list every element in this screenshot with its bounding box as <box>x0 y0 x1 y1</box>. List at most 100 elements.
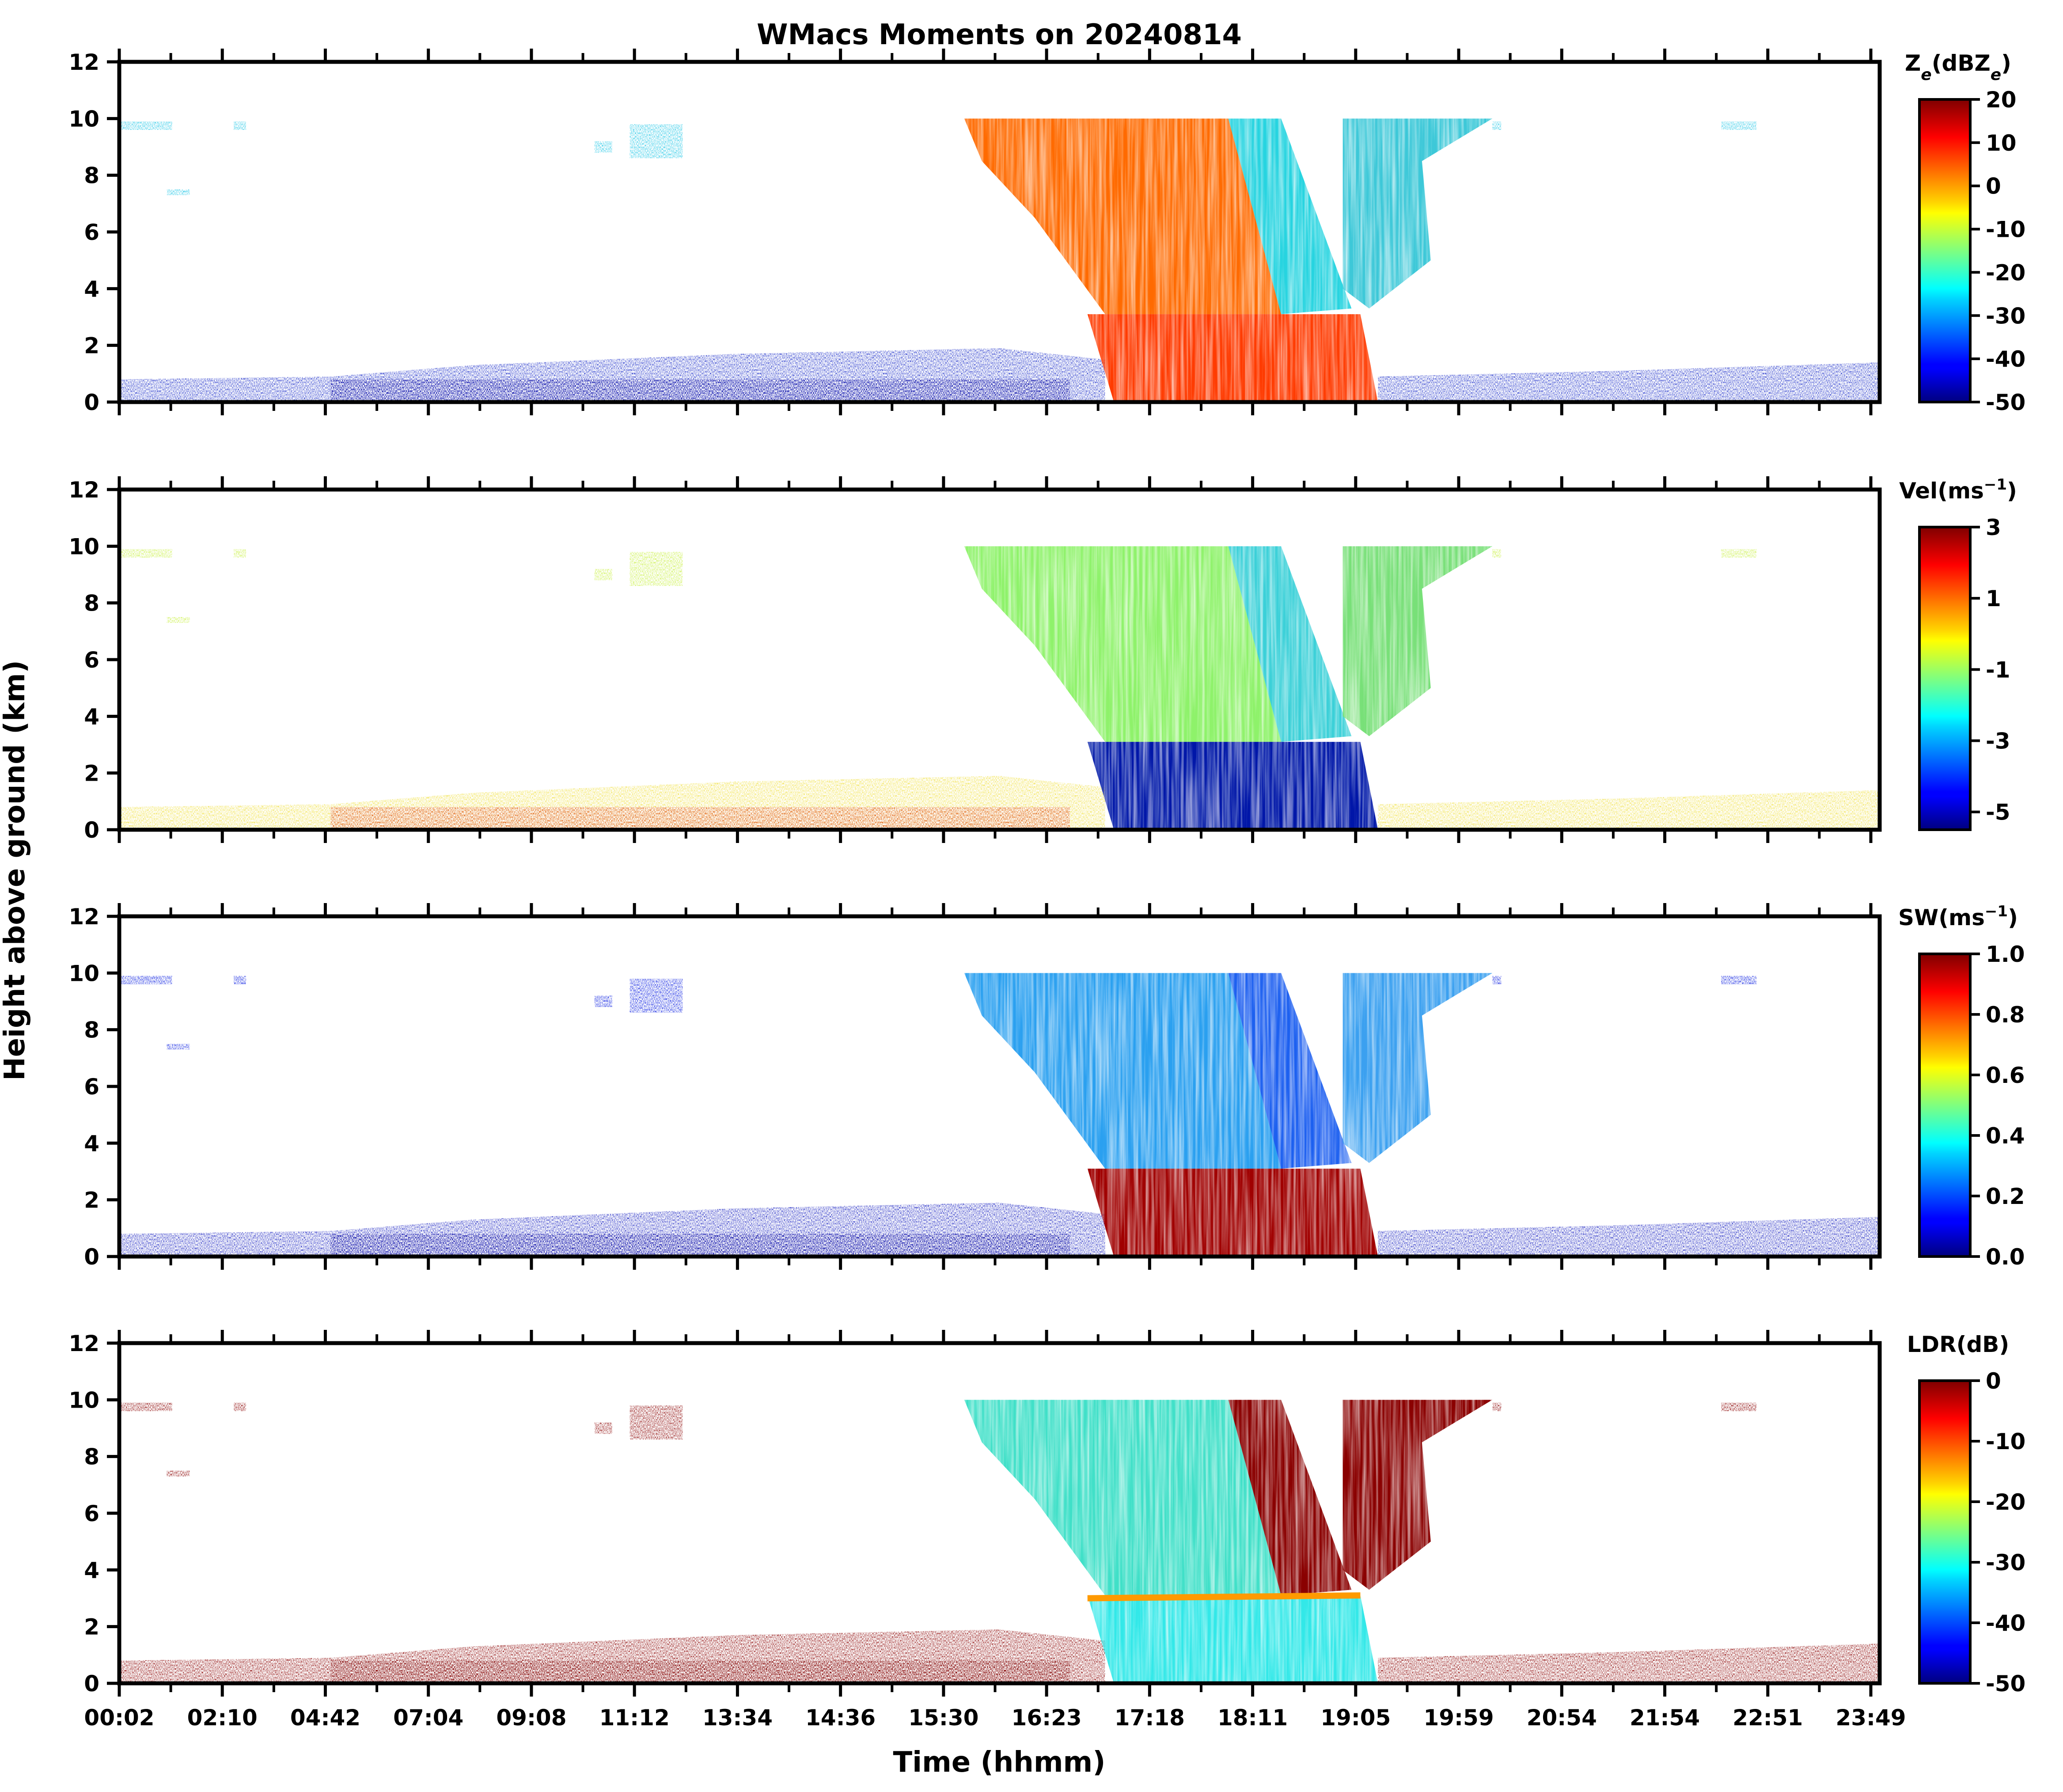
boundary-layer-echo-right <box>1378 362 1880 402</box>
colorbar-tick-label: 0.2 <box>1986 1184 2025 1209</box>
high-cloud-patch <box>594 995 612 1007</box>
y-tick-label: 6 <box>84 1074 99 1100</box>
melting-layer-band <box>1087 1592 1361 1602</box>
colorbar-tick-label: -10 <box>1986 217 2025 243</box>
y-tick-label: 8 <box>84 591 99 616</box>
upper-cloud-core <box>964 118 1282 315</box>
x-tick-label: 19:59 <box>1423 1705 1494 1731</box>
x-tick-label: 04:42 <box>290 1705 360 1731</box>
radar-echo-field <box>119 973 1880 1257</box>
x-tick-label: 17:18 <box>1115 1705 1185 1731</box>
y-tick-label: 8 <box>84 1017 99 1043</box>
high-cloud-patch <box>630 124 683 159</box>
boundary-layer-echo-right <box>1378 1644 1880 1683</box>
high-cloud-patch <box>119 1402 172 1411</box>
high-cloud-patch <box>234 549 246 558</box>
x-tick-label: 07:04 <box>393 1705 463 1731</box>
upper-cloud-fallstreaks <box>1228 1400 1352 1596</box>
y-tick-label: 4 <box>84 1131 99 1156</box>
x-tick-label: 16:23 <box>1012 1705 1082 1731</box>
upper-cloud-fallstreaks <box>1228 546 1352 742</box>
high-cloud-patch <box>234 121 246 130</box>
y-tick-label: 2 <box>84 1188 99 1213</box>
upper-cloud-core <box>964 973 1282 1169</box>
high-cloud-patch <box>594 569 612 581</box>
trailing-anvil <box>1342 1400 1493 1590</box>
upper-cloud-core <box>964 546 1282 742</box>
x-tick-label: 21:54 <box>1630 1705 1700 1731</box>
high-cloud-patch <box>1492 1402 1502 1411</box>
colorbar-label: SW(ms−1) <box>1898 903 2018 930</box>
high-cloud-patch <box>167 189 190 195</box>
x-tick-label: 13:34 <box>702 1705 773 1731</box>
y-tick-label: 10 <box>68 106 99 132</box>
x-tick-label: 09:08 <box>496 1705 566 1731</box>
x-tick-label: 14:36 <box>805 1705 876 1731</box>
boundary-layer-core <box>330 807 1070 830</box>
y-tick-label: 2 <box>84 333 99 359</box>
radar-echo-field <box>119 546 1880 830</box>
colorbar-tick-label: -1 <box>1986 657 2010 683</box>
x-tick-label: 20:54 <box>1527 1705 1597 1731</box>
colorbar <box>1918 953 1972 1258</box>
y-tick-label: 2 <box>84 1614 99 1640</box>
high-cloud-patch <box>1721 121 1757 130</box>
colorbar-tick-label: 20 <box>1986 87 2017 113</box>
high-cloud-patch <box>630 552 683 586</box>
upper-cloud-fallstreaks <box>1228 973 1352 1169</box>
radar-echo-field <box>119 118 1880 402</box>
colorbar-tick-label: 0.8 <box>1986 1002 2025 1028</box>
high-cloud-patch <box>119 976 172 984</box>
upper-cloud-core <box>964 1400 1282 1596</box>
high-cloud-patch <box>167 1470 190 1477</box>
high-cloud-patch <box>594 141 612 153</box>
y-axis-label: Height above ground (km) <box>0 660 31 1081</box>
high-cloud-patch <box>1492 549 1502 558</box>
upper-cloud-fallstreaks <box>1228 118 1352 315</box>
y-tick-label: 6 <box>84 1501 99 1526</box>
y-tick-label: 4 <box>84 704 99 729</box>
colorbar-label: LDR(dB) <box>1907 1332 2009 1357</box>
colorbar-tick-label: 0.6 <box>1986 1063 2025 1088</box>
panels-group: 02468101220100-10-20-30-40-50Ze(dBZe)024… <box>68 49 2025 1731</box>
panel-ldr: 0 2 4 6 8 10 12 00:02 02:10 04:42 07:04 09:08 11:12 1… <box>68 1330 2025 1731</box>
colorbar-tick-label: -10 <box>1986 1429 2025 1454</box>
x-tick-label: 11:12 <box>599 1705 670 1731</box>
high-cloud-patch <box>234 1402 246 1411</box>
colorbar-tick-label: -40 <box>1986 346 2025 372</box>
y-tick-label: 0 <box>84 1671 99 1697</box>
y-tick-label: 0 <box>84 817 99 843</box>
rain-column <box>1087 1595 1378 1683</box>
panel-reflectivity: 0 2 4 6 8 10 12 20 10 0 -10 -20 -30 -40 -50 Ze(dBZe) <box>68 49 2025 415</box>
y-tick-label: 12 <box>68 904 99 930</box>
colorbar-tick-label: 0 <box>1986 174 2001 199</box>
y-tick-label: 10 <box>68 961 99 986</box>
colorbar-tick-label: 1.0 <box>1986 942 2025 967</box>
y-tick-label: 12 <box>68 1331 99 1356</box>
rain-column <box>1087 314 1378 402</box>
x-tick-label: 15:30 <box>908 1705 978 1731</box>
high-cloud-patch <box>1492 976 1502 984</box>
high-cloud-patch <box>630 979 683 1013</box>
colorbar-tick-label: -40 <box>1986 1610 2025 1636</box>
high-cloud-patch <box>234 976 246 984</box>
colorbar-label: Ze(dBZe) <box>1905 50 2011 84</box>
colorbar-tick-label: 0 <box>1986 1368 2001 1394</box>
colorbar-tick-label: 3 <box>1986 515 2001 540</box>
x-tick-label: 19:05 <box>1320 1705 1391 1731</box>
boundary-layer-core <box>330 1234 1070 1257</box>
high-cloud-patch <box>1721 549 1757 558</box>
colorbar-tick-label: -50 <box>1986 390 2025 415</box>
high-cloud-patch <box>630 1405 683 1440</box>
y-tick-label: 2 <box>84 761 99 786</box>
y-tick-label: 10 <box>68 534 99 559</box>
high-cloud-patch <box>167 1044 190 1050</box>
colorbar-tick-label: -20 <box>1986 260 2025 285</box>
y-tick-label: 4 <box>84 1557 99 1583</box>
high-cloud-patch <box>1492 121 1502 130</box>
y-tick-label: 12 <box>68 477 99 503</box>
colorbar <box>1918 1379 1972 1685</box>
figure-title: WMacs Moments on 20240814 <box>757 19 1242 51</box>
high-cloud-patch <box>594 1422 612 1434</box>
